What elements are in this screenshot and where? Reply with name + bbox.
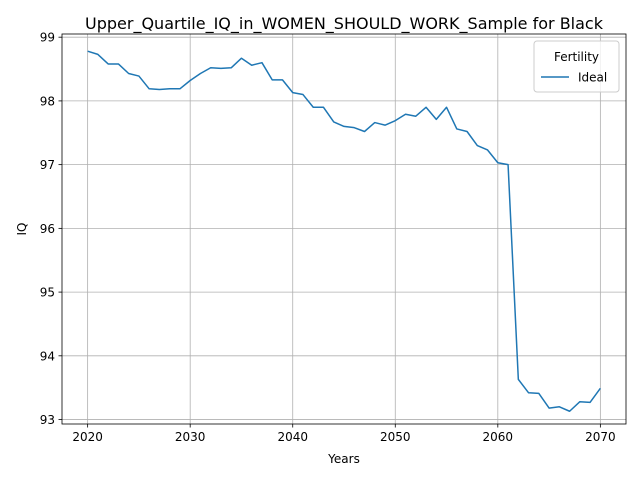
- chart-title: Upper_Quartile_IQ_in_WOMEN_SHOULD_WORK_S…: [85, 14, 604, 34]
- x-tick-label: 2040: [277, 430, 308, 444]
- y-tick-label: 94: [40, 349, 55, 363]
- x-tick-label: 2030: [175, 430, 206, 444]
- legend-label-ideal: Ideal: [578, 71, 607, 85]
- legend-title: Fertility: [554, 50, 599, 64]
- y-axis-label: IQ: [15, 223, 29, 236]
- x-tick-label: 2020: [72, 430, 103, 444]
- legend: Fertility Ideal: [534, 41, 619, 92]
- x-axis-label: Years: [327, 452, 360, 466]
- x-tick-label: 2070: [585, 430, 616, 444]
- x-tick-label: 2060: [483, 430, 514, 444]
- y-tick-label: 93: [40, 413, 55, 427]
- y-tick-label: 96: [40, 222, 55, 236]
- y-tick-label: 95: [40, 286, 55, 300]
- y-tick-label: 99: [40, 31, 55, 45]
- y-tick-label: 97: [40, 158, 55, 172]
- y-tick-label: 98: [40, 94, 55, 108]
- x-tick-label: 2050: [380, 430, 411, 444]
